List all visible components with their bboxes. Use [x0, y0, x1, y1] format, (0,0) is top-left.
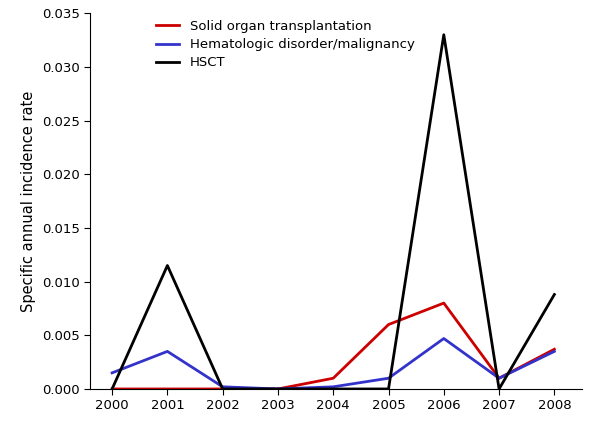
Solid organ transplantation	[164, 386, 171, 392]
Hematologic disorder/malignancy	[329, 384, 337, 389]
Y-axis label: Specific annual incidence rate: Specific annual incidence rate	[21, 91, 36, 312]
HSCT	[496, 386, 503, 392]
Solid organ transplantation	[496, 376, 503, 381]
Solid organ transplantation	[385, 322, 392, 327]
Hematologic disorder/malignancy	[496, 376, 503, 381]
Solid organ transplantation	[109, 386, 116, 392]
Solid organ transplantation	[219, 386, 226, 392]
HSCT	[551, 292, 558, 297]
Hematologic disorder/malignancy	[440, 336, 448, 341]
HSCT	[164, 263, 171, 268]
HSCT	[274, 386, 281, 392]
Hematologic disorder/malignancy	[109, 370, 116, 376]
Hematologic disorder/malignancy	[274, 386, 281, 392]
Solid organ transplantation	[551, 347, 558, 352]
Solid organ transplantation	[440, 301, 448, 306]
Hematologic disorder/malignancy	[551, 349, 558, 354]
Hematologic disorder/malignancy	[219, 384, 226, 389]
HSCT	[219, 386, 226, 392]
Legend: Solid organ transplantation, Hematologic disorder/malignancy, HSCT: Solid organ transplantation, Hematologic…	[155, 20, 415, 69]
Hematologic disorder/malignancy	[164, 349, 171, 354]
Solid organ transplantation	[329, 376, 337, 381]
HSCT	[440, 32, 448, 38]
Line: Solid organ transplantation: Solid organ transplantation	[112, 303, 554, 389]
Solid organ transplantation	[274, 386, 281, 392]
Hematologic disorder/malignancy	[385, 376, 392, 381]
HSCT	[329, 386, 337, 392]
HSCT	[385, 386, 392, 392]
Line: Hematologic disorder/malignancy: Hematologic disorder/malignancy	[112, 339, 554, 389]
HSCT	[109, 386, 116, 392]
Line: HSCT: HSCT	[112, 35, 554, 389]
